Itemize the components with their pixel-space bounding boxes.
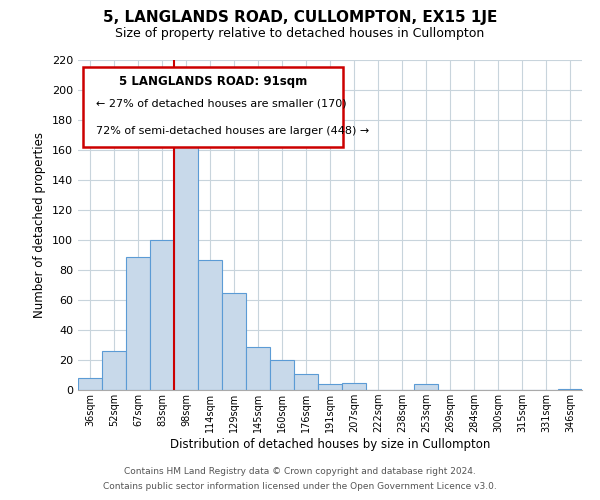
Bar xyxy=(318,384,342,390)
Text: 5 LANGLANDS ROAD: 91sqm: 5 LANGLANDS ROAD: 91sqm xyxy=(119,75,307,88)
Y-axis label: Number of detached properties: Number of detached properties xyxy=(34,132,46,318)
Bar xyxy=(342,382,366,390)
Bar xyxy=(414,384,438,390)
Text: 5, LANGLANDS ROAD, CULLOMPTON, EX15 1JE: 5, LANGLANDS ROAD, CULLOMPTON, EX15 1JE xyxy=(103,10,497,25)
Text: Contains HM Land Registry data © Crown copyright and database right 2024.: Contains HM Land Registry data © Crown c… xyxy=(124,467,476,476)
Bar xyxy=(174,129,198,390)
Bar xyxy=(78,378,102,390)
Bar xyxy=(246,346,270,390)
Text: 72% of semi-detached houses are larger (448) →: 72% of semi-detached houses are larger (… xyxy=(95,126,369,136)
Bar xyxy=(150,240,174,390)
Text: Size of property relative to detached houses in Cullompton: Size of property relative to detached ho… xyxy=(115,28,485,40)
Bar xyxy=(270,360,294,390)
Bar xyxy=(294,374,318,390)
Bar xyxy=(126,256,150,390)
Text: Contains public sector information licensed under the Open Government Licence v3: Contains public sector information licen… xyxy=(103,482,497,491)
Bar xyxy=(558,388,582,390)
FancyBboxPatch shape xyxy=(83,66,343,148)
Bar xyxy=(198,260,222,390)
Bar xyxy=(102,351,126,390)
Bar xyxy=(222,292,246,390)
Text: ← 27% of detached houses are smaller (170): ← 27% of detached houses are smaller (17… xyxy=(95,99,346,109)
X-axis label: Distribution of detached houses by size in Cullompton: Distribution of detached houses by size … xyxy=(170,438,490,451)
